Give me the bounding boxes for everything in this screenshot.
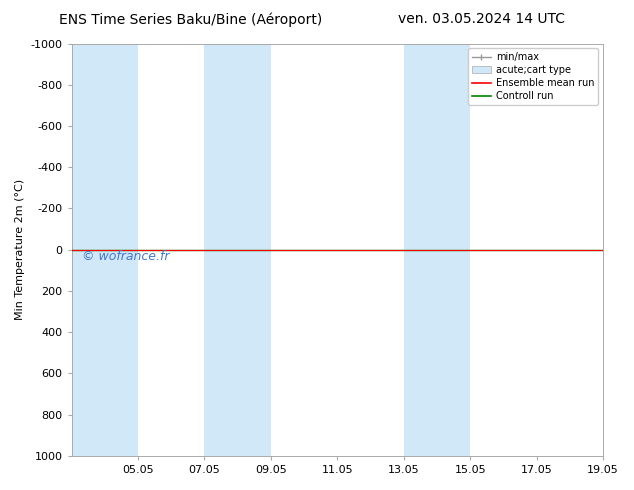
- Bar: [72, 44, 138, 456]
- Bar: [603, 44, 634, 456]
- Text: ENS Time Series Baku/Bine (Aéroport): ENS Time Series Baku/Bine (Aéroport): [58, 12, 322, 27]
- Y-axis label: Min Temperature 2m (°C): Min Temperature 2m (°C): [15, 179, 25, 320]
- Bar: [205, 44, 271, 456]
- Legend: min/max, acute;cart type, Ensemble mean run, Controll run: min/max, acute;cart type, Ensemble mean …: [468, 49, 598, 105]
- Text: ven. 03.05.2024 14 UTC: ven. 03.05.2024 14 UTC: [398, 12, 566, 26]
- Text: © wofrance.fr: © wofrance.fr: [82, 250, 170, 263]
- Bar: [404, 44, 470, 456]
